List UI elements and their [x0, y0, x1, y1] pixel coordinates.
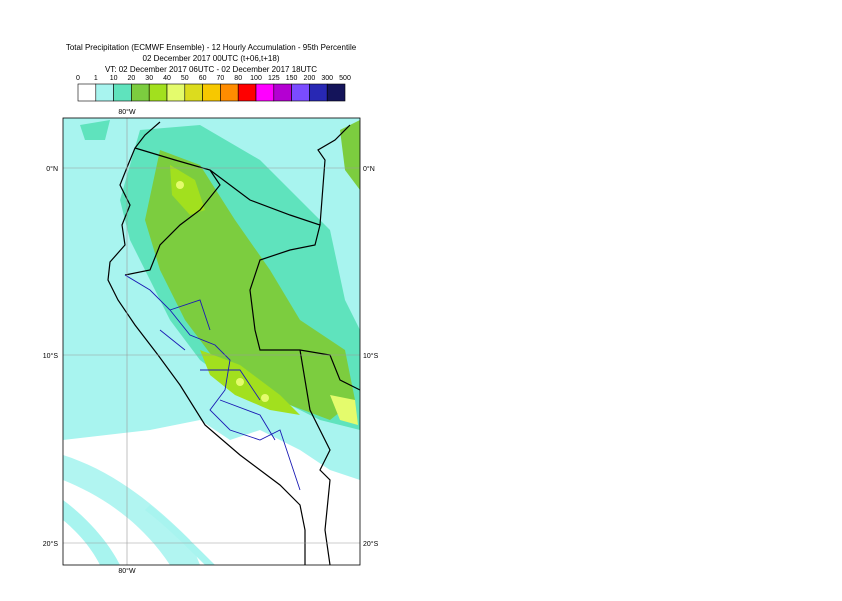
legend-swatch — [148, 83, 168, 102]
title-line: VT: 02 December 2017 06UTC - 02 December… — [105, 65, 317, 74]
legend-label: 150 — [286, 75, 298, 82]
title-line: Total Precipitation (ECMWF Ensemble) - 1… — [66, 43, 357, 52]
legend-label: 30 — [145, 75, 153, 82]
legend: 0 1 10 20 30 40 50 60 70 80 100 125 150 200 300 500 — [76, 75, 351, 102]
map — [63, 118, 360, 565]
legend-swatch — [166, 83, 186, 102]
legend-swatch — [291, 83, 310, 102]
legend-swatch — [309, 83, 328, 102]
legend-label: 300 — [321, 75, 333, 82]
lat-label: 20°S — [363, 540, 379, 548]
legend-label: 70 — [217, 75, 225, 82]
legend-label: 1 — [94, 75, 98, 82]
lat-label: 0°N — [363, 165, 375, 173]
legend-swatch — [184, 83, 203, 102]
legend-swatch — [95, 83, 114, 102]
legend-label: 100 — [250, 75, 262, 82]
lat-label: 10°S — [43, 352, 59, 360]
legend-swatch — [77, 83, 97, 102]
title-line: 02 December 2017 00UTC (t+06,t+18) — [143, 54, 280, 63]
legend-label: 500 — [339, 75, 351, 82]
legend-swatch — [113, 83, 132, 102]
legend-swatch — [202, 83, 221, 102]
legend-label: 50 — [181, 75, 189, 82]
legend-swatch — [237, 83, 257, 102]
lon-label: 80°W — [118, 108, 136, 116]
lat-label: 20°S — [43, 540, 59, 548]
legend-swatch — [255, 83, 275, 102]
legend-swatch — [273, 83, 292, 102]
legend-label: 40 — [163, 75, 171, 82]
legend-label: 60 — [199, 75, 207, 82]
legend-label: 125 — [268, 75, 280, 82]
legend-label: 0 — [76, 75, 80, 82]
map-frame — [62, 117, 361, 566]
legend-label: 10 — [110, 75, 118, 82]
legend-swatch — [131, 83, 150, 102]
legend-label: 80 — [234, 75, 242, 82]
legend-swatch — [220, 83, 239, 102]
legend-label: 200 — [304, 75, 316, 82]
legend-label: 20 — [128, 75, 136, 82]
lat-label: 0°N — [46, 165, 58, 173]
legend-swatch — [326, 83, 346, 102]
lat-label: 10°S — [363, 352, 379, 360]
lon-label: 80°W — [118, 567, 136, 575]
